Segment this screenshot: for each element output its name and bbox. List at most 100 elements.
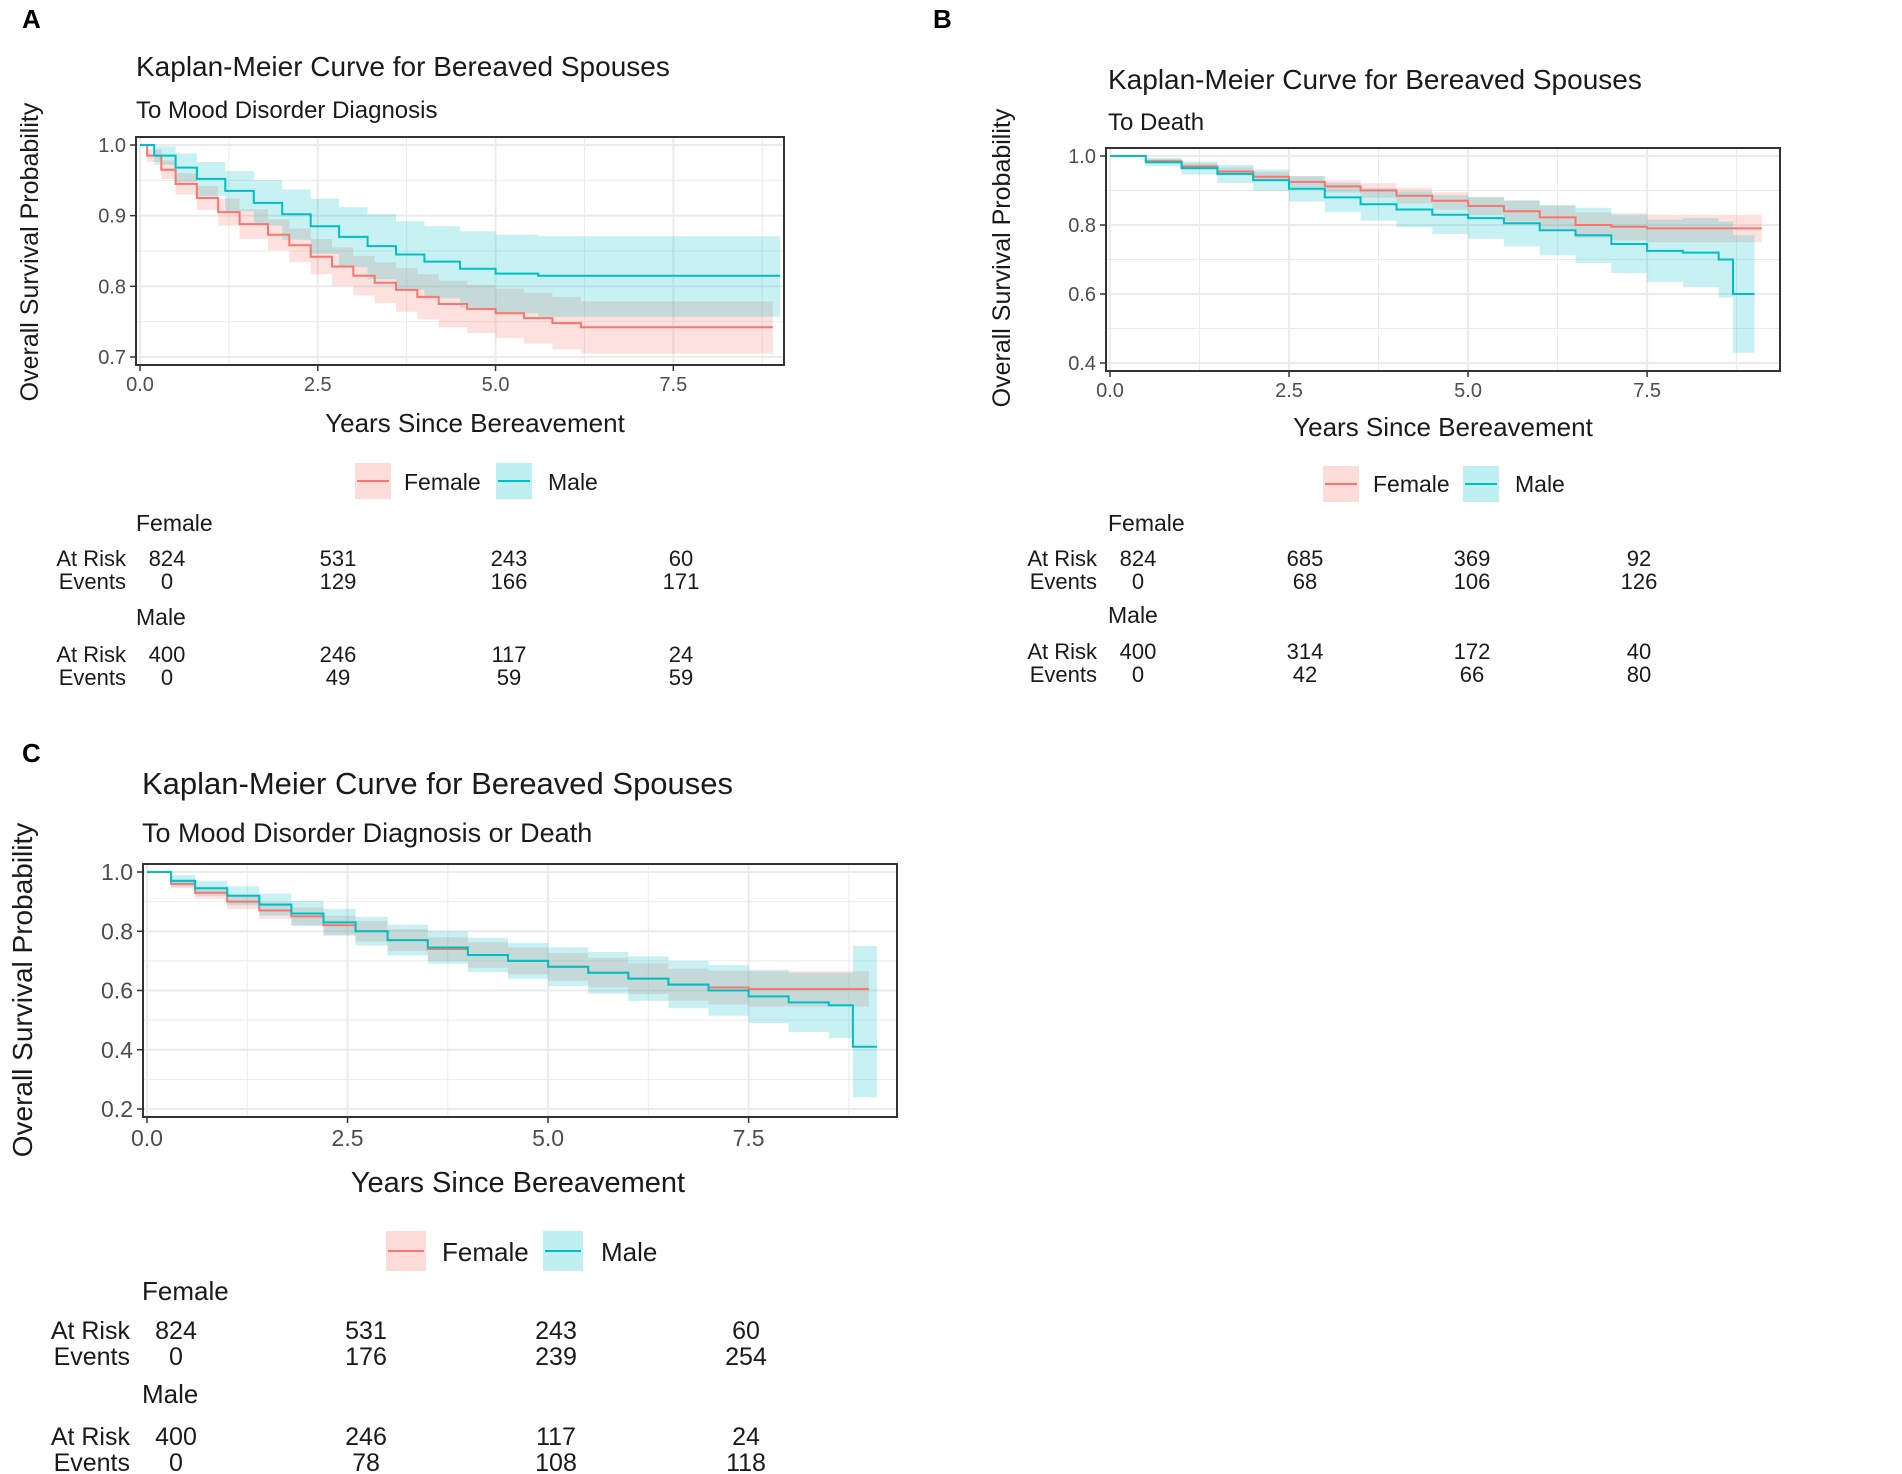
plot-border xyxy=(1105,147,1781,372)
confidence-band-female xyxy=(147,872,869,1007)
survival-line-male xyxy=(147,871,877,1048)
plot-area-b: 0.0 2.5 5.0 7.5 0.4 0.6 0.8 1.0 xyxy=(1068,146,1781,402)
confidence-band-male xyxy=(147,872,877,1098)
risk-cell: 0 xyxy=(1132,569,1144,594)
risk-row-label-at-risk: At Risk xyxy=(1027,546,1098,571)
plot-border xyxy=(142,863,898,1118)
risk-cell: 0 xyxy=(1132,662,1144,687)
risk-cell: 117 xyxy=(491,642,526,667)
chart-subtitle-a: To Mood Disorder Diagnosis xyxy=(136,97,437,124)
risk-cell: 824 xyxy=(1120,546,1157,571)
risk-female-b-values: 824 685 369 92 0 68 106 126 xyxy=(1120,546,1658,594)
risk-cell: 60 xyxy=(732,1317,760,1345)
legend-male-label: Male xyxy=(1515,471,1565,497)
y-tick-label: 0.6 xyxy=(101,978,133,1004)
risk-row-label-events: Events xyxy=(1030,662,1097,687)
x-tick-label: 0.0 xyxy=(1096,380,1124,402)
y-tick-label: 0.9 xyxy=(98,206,126,228)
risk-cell: 824 xyxy=(149,546,186,571)
x-tick-label: 2.5 xyxy=(304,374,332,396)
risk-female-c-values: 824 531 243 60 0 176 239 254 xyxy=(155,1317,767,1371)
risk-cell: 369 xyxy=(1454,546,1491,571)
risk-cell: 246 xyxy=(320,642,357,667)
risk-table-a: Female At Risk Events 824 531 243 60 0 1… xyxy=(56,510,699,690)
risk-cell: 243 xyxy=(491,546,528,571)
y-tick-label: 0.7 xyxy=(98,347,126,369)
risk-cell: 0 xyxy=(169,1449,183,1474)
y-tick-label: 0.8 xyxy=(98,276,126,298)
x-tick-label: 7.5 xyxy=(659,374,687,396)
risk-cell: 171 xyxy=(663,569,700,594)
risk-cell: 126 xyxy=(1621,569,1658,594)
risk-cell: 246 xyxy=(345,1423,387,1451)
panel-c: C Kaplan-Meier Curve for Bereaved Spouse… xyxy=(7,738,898,1474)
chart-title-b: Kaplan-Meier Curve for Bereaved Spouses xyxy=(1108,64,1642,95)
plot-border xyxy=(135,136,785,366)
risk-cell: 80 xyxy=(1627,662,1651,687)
risk-group-female-b: Female xyxy=(1108,510,1185,536)
risk-row-label-events: Events xyxy=(54,1343,130,1371)
risk-group-male-b: Male xyxy=(1108,602,1158,628)
x-axis-label-c: Years Since Bereavement xyxy=(351,1167,685,1199)
confidence-band-female xyxy=(140,145,773,354)
risk-cell: 400 xyxy=(1120,639,1157,664)
risk-group-male-c: Male xyxy=(142,1379,198,1409)
y-axis-label-a: Overall Survival Probability xyxy=(16,102,44,401)
risk-row-label-at-risk: At Risk xyxy=(56,546,127,571)
risk-cell: 400 xyxy=(149,642,186,667)
risk-cell: 24 xyxy=(669,642,693,667)
plot-area-c: 0.0 2.5 5.0 7.5 0.2 0.4 0.6 0.8 1.0 xyxy=(101,859,898,1151)
risk-cell: 68 xyxy=(1293,569,1317,594)
risk-cell: 685 xyxy=(1287,546,1324,571)
y-axis-label-b: Overall Survival Probability xyxy=(988,108,1016,407)
risk-cell: 254 xyxy=(725,1343,767,1371)
risk-cell: 24 xyxy=(732,1423,760,1451)
y-tick-label: 1.0 xyxy=(101,859,133,885)
legend-male-label: Male xyxy=(601,1237,657,1267)
x-axis-label-b: Years Since Bereavement xyxy=(1293,412,1593,442)
survival-line-female xyxy=(140,144,773,329)
risk-cell: 49 xyxy=(326,665,350,690)
risk-cell: 60 xyxy=(669,546,693,571)
x-tick-label: 0.0 xyxy=(126,374,154,396)
y-axis-label-c: Overall Survival Probability xyxy=(7,823,38,1158)
risk-cell: 0 xyxy=(161,665,173,690)
x-tick-label: 2.5 xyxy=(1275,380,1303,402)
risk-group-male-a: Male xyxy=(136,604,186,630)
risk-row-label-at-risk: At Risk xyxy=(51,1423,131,1451)
y-tick-label: 0.8 xyxy=(1068,215,1096,237)
risk-cell: 314 xyxy=(1287,639,1324,664)
legend-male-label: Male xyxy=(548,469,598,495)
risk-cell: 176 xyxy=(345,1343,387,1371)
x-tick-label: 5.0 xyxy=(1454,380,1482,402)
risk-male-a-values: 400 246 117 24 0 49 59 59 xyxy=(149,642,694,690)
risk-table-c: Female At Risk Events 824 531 243 60 0 1… xyxy=(51,1276,767,1474)
y-tick-label: 0.4 xyxy=(1068,353,1096,375)
panel-label-c: C xyxy=(22,738,41,768)
y-tick-label: 0.6 xyxy=(1068,284,1096,306)
risk-cell: 59 xyxy=(669,665,693,690)
x-tick-label: 0.0 xyxy=(131,1125,163,1151)
legend-c: Female Male xyxy=(386,1231,657,1271)
risk-cell: 0 xyxy=(169,1343,183,1371)
chart-title-a: Kaplan-Meier Curve for Bereaved Spouses xyxy=(136,51,670,82)
y-tick-label: 1.0 xyxy=(1068,146,1096,168)
risk-row-label-at-risk: At Risk xyxy=(56,642,127,667)
x-tick-label: 5.0 xyxy=(532,1125,564,1151)
risk-group-female-a: Female xyxy=(136,510,213,536)
panel-label-b: B xyxy=(933,4,952,34)
risk-cell: 400 xyxy=(155,1423,197,1451)
risk-female-a-values: 824 531 243 60 0 129 166 171 xyxy=(149,546,700,594)
y-tick-label: 1.0 xyxy=(98,135,126,157)
panel-b: B Kaplan-Meier Curve for Bereaved Spouse… xyxy=(933,4,1781,687)
risk-table-b: Female At Risk Events 824 685 369 92 0 6… xyxy=(1027,510,1657,687)
risk-cell: 118 xyxy=(726,1449,766,1474)
y-tick-label: 0.2 xyxy=(101,1096,133,1122)
risk-male-b-values: 400 314 172 40 0 42 66 80 xyxy=(1120,639,1652,687)
risk-cell: 172 xyxy=(1454,639,1491,664)
chart-subtitle-b: To Death xyxy=(1108,109,1204,136)
risk-cell: 129 xyxy=(320,569,357,594)
risk-cell: 106 xyxy=(1454,569,1491,594)
x-tick-label: 5.0 xyxy=(482,374,510,396)
legend-a: Female Male xyxy=(355,463,598,499)
